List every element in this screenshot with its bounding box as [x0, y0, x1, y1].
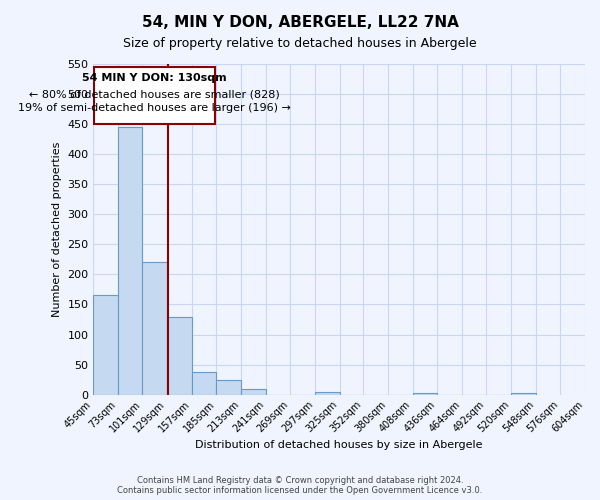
Y-axis label: Number of detached properties: Number of detached properties — [52, 142, 62, 317]
Bar — [511, 393, 536, 394]
Text: Contains HM Land Registry data © Crown copyright and database right 2024.
Contai: Contains HM Land Registry data © Crown c… — [118, 476, 482, 495]
Text: ← 80% of detached houses are smaller (828): ← 80% of detached houses are smaller (82… — [29, 89, 280, 99]
Bar — [93, 296, 118, 394]
FancyBboxPatch shape — [94, 67, 215, 124]
Bar — [142, 262, 167, 394]
Text: 54 MIN Y DON: 130sqm: 54 MIN Y DON: 130sqm — [82, 73, 227, 83]
Bar — [315, 392, 340, 394]
Bar — [217, 380, 241, 394]
Bar — [118, 127, 142, 394]
Text: 54, MIN Y DON, ABERGELE, LL22 7NA: 54, MIN Y DON, ABERGELE, LL22 7NA — [142, 15, 458, 30]
Bar — [192, 372, 217, 394]
Text: 19% of semi-detached houses are larger (196) →: 19% of semi-detached houses are larger (… — [19, 103, 291, 113]
Bar — [413, 393, 437, 394]
Bar — [241, 388, 266, 394]
Text: Size of property relative to detached houses in Abergele: Size of property relative to detached ho… — [123, 38, 477, 51]
X-axis label: Distribution of detached houses by size in Abergele: Distribution of detached houses by size … — [196, 440, 483, 450]
Bar — [167, 316, 192, 394]
